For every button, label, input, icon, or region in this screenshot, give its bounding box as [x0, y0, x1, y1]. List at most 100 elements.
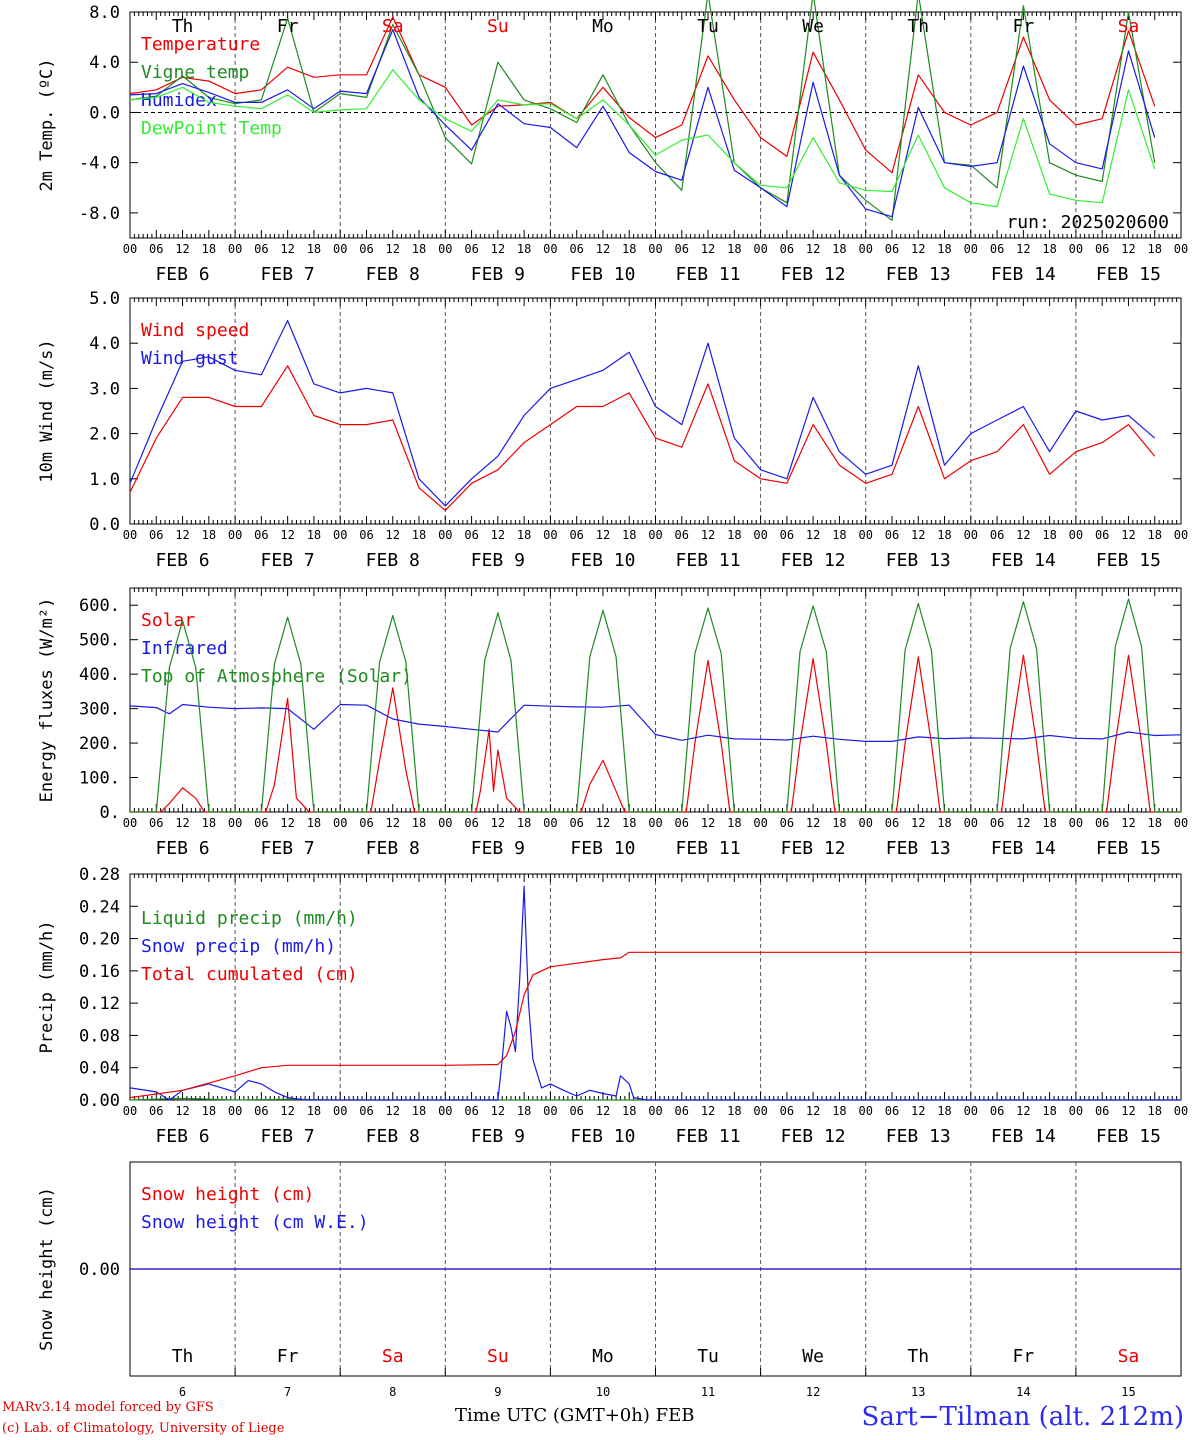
day-number-label: 14: [1016, 1385, 1030, 1399]
legend-entry: Total cumulated (cm): [141, 964, 358, 985]
hour-tick-label: 18: [1042, 242, 1056, 256]
hour-tick-label: 00: [438, 242, 452, 256]
hour-tick-label: 12: [491, 242, 505, 256]
hour-tick-label: 00: [438, 816, 452, 830]
hour-tick-label: 00: [858, 1104, 872, 1118]
hour-tick-label: 00: [123, 242, 137, 256]
hour-tick-label: 00: [228, 816, 242, 830]
legend-entry: Wind gust: [141, 348, 239, 369]
day-number-label: 9: [494, 1385, 501, 1399]
hour-tick-label: 12: [386, 1104, 400, 1118]
series-temperature-line: [129, 16, 1156, 174]
date-label: FEB 10: [570, 550, 635, 571]
hour-tick-label: 18: [307, 528, 321, 542]
hour-tick-label: 06: [885, 242, 899, 256]
hour-tick-label: 12: [175, 816, 189, 830]
hour-tick-label: 06: [569, 816, 583, 830]
date-label: FEB 8: [366, 550, 420, 571]
station-name: Sart−Tilman (alt. 212m): [861, 1402, 1184, 1432]
hour-tick-label: 18: [832, 242, 846, 256]
hour-tick-label: 06: [990, 1104, 1004, 1118]
hour-tick-label: 06: [885, 816, 899, 830]
day-number-label: 11: [701, 1385, 715, 1399]
date-label: FEB 15: [1096, 550, 1161, 571]
series-vigne-temp-line: [129, 0, 1156, 221]
hour-tick-label: 06: [1095, 242, 1109, 256]
hour-tick-label: 18: [1147, 242, 1161, 256]
hour-tick-label: 06: [464, 242, 478, 256]
date-label: FEB 12: [781, 264, 846, 285]
y-tick-label: 400.: [79, 665, 120, 685]
hour-tick-label: 18: [307, 816, 321, 830]
date-label: FEB 7: [261, 550, 315, 571]
date-label: FEB 8: [366, 264, 420, 285]
hour-tick-label: 18: [307, 1104, 321, 1118]
legend-entry: Vigne temp: [141, 62, 249, 83]
hour-tick-label: 00: [753, 528, 767, 542]
hour-tick-label: 00: [648, 1104, 662, 1118]
hour-tick-label: 00: [753, 816, 767, 830]
hour-tick-label: 00: [1069, 528, 1083, 542]
hour-tick-label: 12: [280, 528, 294, 542]
hour-tick-label: 06: [569, 242, 583, 256]
hour-tick-label: 12: [280, 242, 294, 256]
hour-tick-label: 00: [648, 816, 662, 830]
hour-tick-label: 00: [1174, 528, 1188, 542]
hour-tick-label: 00: [964, 816, 978, 830]
hour-tick-label: 06: [675, 528, 689, 542]
date-label: FEB 6: [155, 1126, 209, 1147]
hour-tick-label: 06: [990, 242, 1004, 256]
y-tick-label: 300.: [79, 700, 120, 720]
hour-tick-label: 18: [622, 1104, 636, 1118]
hour-tick-label: 06: [1095, 816, 1109, 830]
date-label: FEB 7: [261, 838, 315, 859]
y-tick-label: 0.00: [79, 1260, 120, 1280]
hour-tick-label: 12: [386, 816, 400, 830]
hour-tick-label: 06: [675, 1104, 689, 1118]
hour-tick-label: 00: [1174, 242, 1188, 256]
day-number-label: 15: [1121, 1385, 1135, 1399]
hour-tick-label: 18: [727, 816, 741, 830]
hour-tick-label: 18: [937, 242, 951, 256]
hour-tick-label: 18: [727, 242, 741, 256]
series-solar-line: [130, 654, 1181, 813]
date-label: FEB 15: [1096, 838, 1161, 859]
legend-entry: Temperature: [141, 34, 260, 55]
hour-tick-label: 00: [964, 242, 978, 256]
y-tick-label: 0.28: [79, 865, 120, 885]
weekday-label: Th: [172, 16, 194, 37]
y-tick-label: 0.00: [79, 1091, 120, 1111]
day-number-label: 13: [911, 1385, 925, 1399]
hour-tick-label: 00: [333, 242, 347, 256]
hour-tick-label: 06: [885, 528, 899, 542]
hour-tick-label: 06: [990, 816, 1004, 830]
hour-tick-label: 00: [123, 528, 137, 542]
hour-tick-label: 00: [228, 1104, 242, 1118]
date-label: FEB 13: [886, 1126, 951, 1147]
weekday-label: Fr: [277, 16, 299, 37]
hour-tick-label: 18: [622, 528, 636, 542]
hour-tick-label: 00: [543, 242, 557, 256]
hour-tick-label: 12: [701, 242, 715, 256]
date-label: FEB 14: [991, 1126, 1056, 1147]
hour-tick-label: 18: [517, 1104, 531, 1118]
y-tick-label: 3.0: [89, 379, 120, 399]
hour-tick-label: 12: [596, 1104, 610, 1118]
date-label: FEB 11: [676, 1126, 741, 1147]
legend-entry: Top of Atmosphere (Solar): [141, 666, 412, 687]
hour-tick-label: 12: [1016, 816, 1030, 830]
date-label: FEB 12: [781, 550, 846, 571]
hour-tick-label: 12: [1121, 242, 1135, 256]
legend-entry: Snow height (cm): [141, 1184, 314, 1205]
hour-tick-label: 00: [543, 816, 557, 830]
date-label: FEB 13: [886, 550, 951, 571]
series-dewpoint-temp-line: [129, 69, 1156, 208]
weekday-label: Tu: [697, 1346, 719, 1367]
weekday-label: Sa: [382, 1346, 404, 1367]
hour-tick-label: 18: [307, 242, 321, 256]
meteogram-svg: 8.0 4.0 0.0 -4.0 -8.0 2m Temp. (ºC) Temperatur…: [37, 0, 1188, 1399]
hour-tick-label: 18: [727, 1104, 741, 1118]
weekday-label: Fr: [277, 1346, 299, 1367]
hour-tick-label: 06: [569, 1104, 583, 1118]
